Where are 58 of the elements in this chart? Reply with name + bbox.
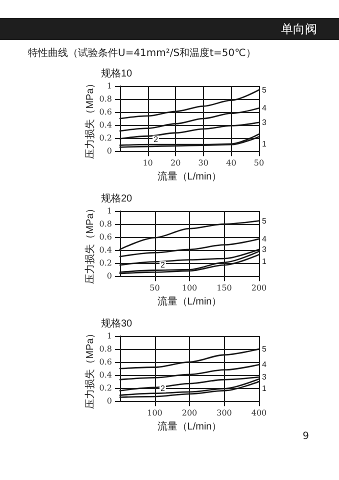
y-tick-label: 0.8 (99, 220, 112, 229)
series-label: 3 (262, 118, 267, 127)
y-tick-label: 1 (106, 82, 112, 90)
text: 单向阀 (0, 18, 339, 40)
series-label: 5 (262, 344, 267, 354)
series-label: 4 (262, 104, 267, 113)
series-label: 4 (262, 360, 267, 370)
y-tick-label: 0.4 (99, 370, 112, 380)
series-label: 2 (154, 135, 159, 144)
series-label: 5 (262, 216, 267, 226)
x-tick-label: 30 (198, 158, 208, 168)
series-label: 3 (262, 244, 267, 254)
text: 9 (302, 431, 310, 442)
series-label: 2 (160, 260, 166, 270)
series-label: 2 (160, 384, 166, 393)
y-tick-label: 1 (106, 206, 112, 216)
y-tick-label: 0.4 (99, 246, 112, 255)
text: 特性曲线（试验条件U=41mm²/S和温度t=50℃） (27, 46, 257, 61)
x-tick-label: 100 (147, 408, 162, 418)
chart-title: 规格20 (101, 192, 133, 204)
y-tick-label: 1 (106, 332, 112, 340)
y-axis-title: 压力损失（MPa） (84, 203, 96, 284)
series-label: 5 (262, 85, 267, 94)
x-tick-label: 200 (182, 408, 198, 418)
x-tick-label: 100 (182, 284, 198, 293)
x-tick-label: 20 (170, 158, 181, 168)
x-tick-label: 50 (150, 284, 160, 293)
y-tick-label: 0 (106, 146, 112, 156)
x-tick-label: 150 (216, 284, 232, 293)
y-axis-title: 压力损失（MPa） (84, 328, 96, 409)
y-tick-label: 0.8 (99, 94, 112, 104)
x-tick-label: 200 (251, 284, 267, 293)
y-tick-label: 0 (106, 272, 112, 281)
y-tick-label: 0.2 (99, 258, 112, 268)
x-tick-label: 400 (251, 408, 267, 418)
y-tick-label: 0.6 (99, 358, 112, 367)
y-tick-label: 0.2 (99, 384, 112, 393)
chart-title: 规格10 (101, 68, 133, 80)
x-axis-title: 流量（L/min） (157, 170, 222, 182)
y-tick-label: 0.2 (99, 134, 112, 143)
series-label: 1 (262, 139, 267, 148)
y-axis-title: 压力损失（MPa） (84, 78, 96, 159)
series-label: 1 (262, 257, 267, 266)
series-label: 1 (262, 384, 267, 394)
x-axis-title: 流量（L/min） (157, 296, 222, 308)
y-tick-label: 0.4 (99, 120, 112, 130)
x-tick-label: 40 (226, 158, 236, 168)
x-tick-label: 300 (216, 408, 232, 418)
series-label: 4 (262, 234, 267, 244)
chart-title: 规格30 (101, 318, 133, 330)
y-tick-label: 0.6 (99, 232, 112, 242)
x-axis-title: 流量（L/min） (157, 420, 222, 432)
series-label: 3 (262, 372, 267, 382)
x-tick-label: 50 (254, 158, 264, 168)
y-tick-label: 0.6 (99, 108, 112, 117)
x-tick-label: 10 (142, 158, 153, 168)
y-tick-label: 0 (106, 396, 112, 406)
y-tick-label: 0.8 (99, 344, 112, 354)
